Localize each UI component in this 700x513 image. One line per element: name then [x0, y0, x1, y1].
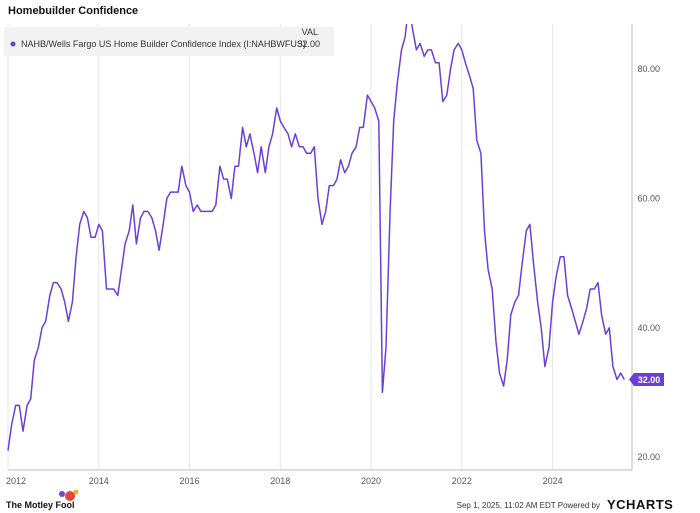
- x-tick-label: 2022: [452, 476, 472, 486]
- footer: The Motley Fool Sep 1, 2025, 11:02 AM ED…: [6, 489, 673, 512]
- chart-frame: 2012 2014 2016 2018 2020 2022 2024 20.00 40.00 6…: [0, 24, 700, 513]
- legend-marker: [10, 41, 16, 47]
- ycharts-logo: YCHARTS: [607, 497, 673, 512]
- x-tick-label: 2020: [361, 476, 381, 486]
- x-tick-label: 2018: [270, 476, 290, 486]
- series-layer: [7, 24, 625, 451]
- end-value-label: 32.00: [638, 375, 661, 385]
- line-chart: 2012 2014 2016 2018 2020 2022 2024 20.00 40.00 6…: [4, 24, 673, 512]
- x-tick-label: 2012: [6, 476, 26, 486]
- end-value-badge-shape: [629, 373, 664, 387]
- legend-series-name: NAHB/Wells Fargo US Home Builder Confide…: [21, 39, 306, 49]
- y-tick-labels: 20.00 40.00 60.00 80.00: [637, 64, 660, 462]
- jester-hat-icon: [65, 491, 75, 501]
- legend-box: [4, 27, 334, 56]
- chart-title: Homebuilder Confidence: [8, 5, 139, 17]
- legend-val-header: VAL: [302, 27, 318, 37]
- motley-fool-logo: The Motley Fool: [6, 489, 79, 510]
- legend: NAHB/Wells Fargo US Home Builder Confide…: [4, 27, 334, 56]
- x-tick-labels: 2012 2014 2016 2018 2020 2022 2024: [6, 476, 563, 486]
- y-tick-label: 80.00: [637, 64, 660, 74]
- x-tick-label: 2024: [543, 476, 563, 486]
- y-tick-label: 40.00: [637, 323, 660, 333]
- grid-lines: [7, 24, 554, 470]
- y-tick-label: 20.00: [637, 452, 660, 462]
- footer-timestamp: Sep 1, 2025, 11:02 AM EDT Powered by: [457, 501, 600, 510]
- x-tick-label: 2016: [180, 476, 200, 486]
- y-tick-label: 60.00: [637, 194, 660, 204]
- x-tick-label: 2014: [89, 476, 109, 486]
- legend-val: 32.00: [297, 39, 320, 49]
- end-value-badge: 32.00: [629, 373, 664, 387]
- axes: [8, 24, 633, 471]
- brand-name: The Motley Fool: [6, 500, 75, 510]
- series-line-nahb: [7, 24, 625, 451]
